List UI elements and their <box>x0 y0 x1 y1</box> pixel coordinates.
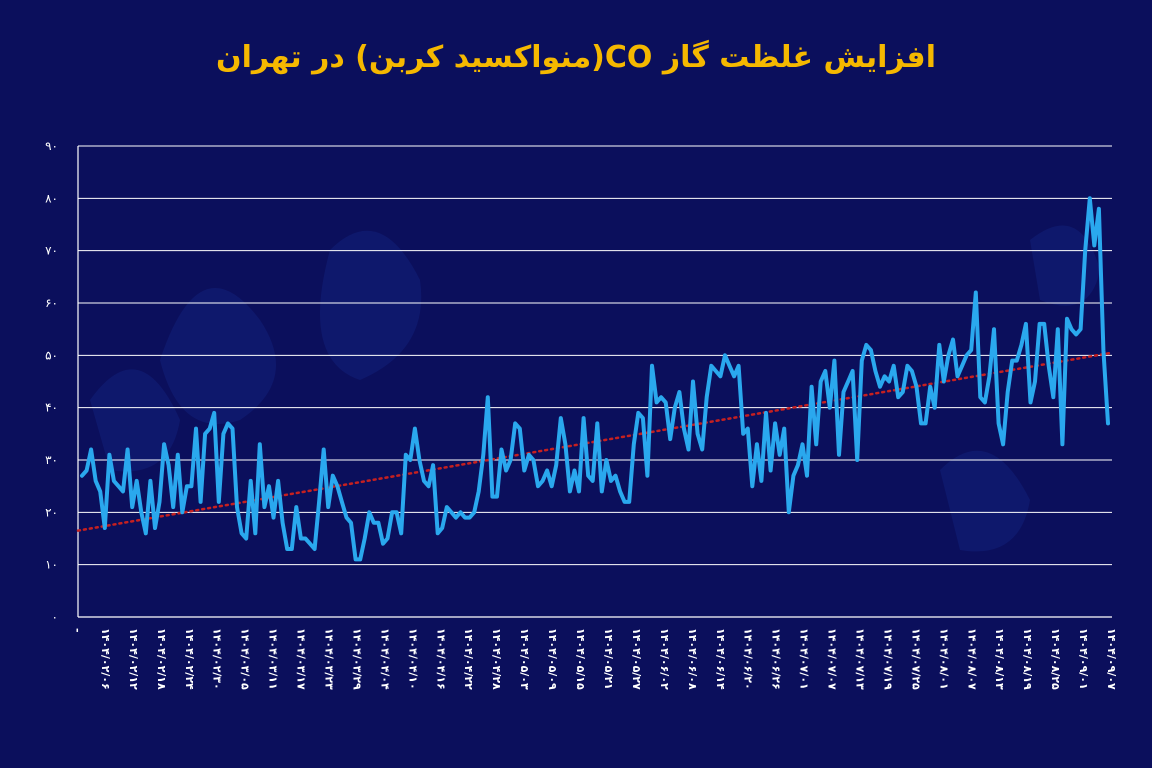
x-tick-label: ۱۴۰۴/۰۵/۲۱ <box>602 628 615 690</box>
x-tick-label: ۱۴۰۴/۰۲/۱۸ <box>155 628 168 690</box>
x-tick-label: ۱۴۰۴/۰۴/۲۲ <box>462 628 475 690</box>
x-tick-label: ۱۴۰۴/۰۸/۲۵ <box>1049 628 1062 690</box>
x-tick-label: ۱۴۰۴/۰۴/۲۸ <box>490 628 503 690</box>
x-tick-label: ۱۴۰۴/۰۳/۱۷ <box>295 628 308 690</box>
y-tick-label: ۱۰ <box>45 558 58 572</box>
x-tick-label: ۱۴۰۴/۰۷/۲۵ <box>909 628 922 690</box>
x-tick-label: ۱۴۰۴/۰۷/۰۱ <box>798 628 811 690</box>
x-tick-label: ۱۴۰۴/۰۶/۲۶ <box>770 628 783 690</box>
chart-title: افزایش غلظت گاز CO(منواکسید کربن) در تهر… <box>216 40 936 75</box>
x-tick-label: ۱۴۰۴/۰۷/۱۳ <box>853 628 866 690</box>
x-tick-label: ۱۴۰۴/۰۳/۰۵ <box>239 628 252 690</box>
x-tick-label: ۱۴۰۴/۰۵/۱۵ <box>574 628 587 690</box>
x-tick-label: ۱۴۰۴/۰۸/۱۳ <box>993 628 1006 690</box>
x-tick-label: ۱۴۰۴/۰۴/۱۶ <box>434 628 447 690</box>
x-tick-label: ۱۴۰۴/۰۲/۳۰ <box>211 628 224 690</box>
x-tick-label: ۱۴۰۴/۰۴/۱۰ <box>406 628 419 690</box>
x-tick-label: ۱۴۰۴/۰۷/۰۷ <box>826 628 839 690</box>
x-tick-label: ۱۴۰۴/۰۶/۲۰ <box>742 628 755 690</box>
x-tick-label: ۱۴۰۴/۰۶/۱۴ <box>714 628 727 690</box>
x-tick-label: ۱۴۰۴/۰۳/۱۱ <box>267 628 280 690</box>
y-tick-label: ۹۰ <box>45 139 58 153</box>
x-tick-label: ۱۴۰۴/۰۵/۰۹ <box>546 628 559 690</box>
x-tick-label: ۱۴۰۴/۰۵/۰۳ <box>518 628 531 690</box>
y-tick-label: ۶۰ <box>45 296 58 310</box>
y-tick-label: ۸۰ <box>45 191 58 205</box>
y-tick-label: ۷۰ <box>45 244 58 258</box>
y-tick-label: ۴۰ <box>45 401 58 415</box>
x-tick-label: ۱۴۰۴/۰۶/۰۸ <box>686 628 699 690</box>
x-tick-label: ۱۴۰۴/۰۲/۰۶ <box>99 628 112 690</box>
x-tick-label: ۱۴۰۴/۰۲/۲۴ <box>183 628 196 690</box>
x-tick-label: ۱۴۰۴/۰۳/۲۹ <box>350 628 363 690</box>
x-tick-label: ۱۴۰۴/۰۹/۰۷ <box>1105 628 1118 690</box>
x-tick-label: ۱۴۰۴/۰۶/۰۲ <box>658 628 671 690</box>
y-tick-label: ۲۰ <box>45 505 58 519</box>
y-tick-label: ۰ <box>52 610 58 624</box>
x-tick-label: ۱۴۰۴/۰۴/۰۴ <box>378 628 391 690</box>
x-tick-label: ۱۴۰۴/۰۲/۱۲ <box>127 628 140 690</box>
x-tick-label: ۱۴۰۴/۰۸/۱۹ <box>1021 628 1034 690</box>
x-tick-label: ۱۴۰۴/۰۳/۲۳ <box>323 628 336 690</box>
watermark-logo <box>90 225 1100 552</box>
x-tick-label: ۱۴۰۴/۰۹/۰۱ <box>1077 628 1090 690</box>
co-series-line <box>80 196 1110 562</box>
y-tick-label: ۳۰ <box>45 453 58 467</box>
x-tick-label: ۱۴۰۴/۰۸/۰۷ <box>965 628 978 690</box>
x-tick-label: ۱۴۰۴/۰۸/۰۱ <box>937 628 950 690</box>
x-tick-label: - <box>71 628 84 633</box>
x-tick-label: ۱۴۰۴/۰۷/۱۹ <box>881 628 894 690</box>
x-tick-label: ۱۴۰۴/۰۵/۲۷ <box>630 628 643 690</box>
y-tick-label: ۵۰ <box>45 348 58 362</box>
